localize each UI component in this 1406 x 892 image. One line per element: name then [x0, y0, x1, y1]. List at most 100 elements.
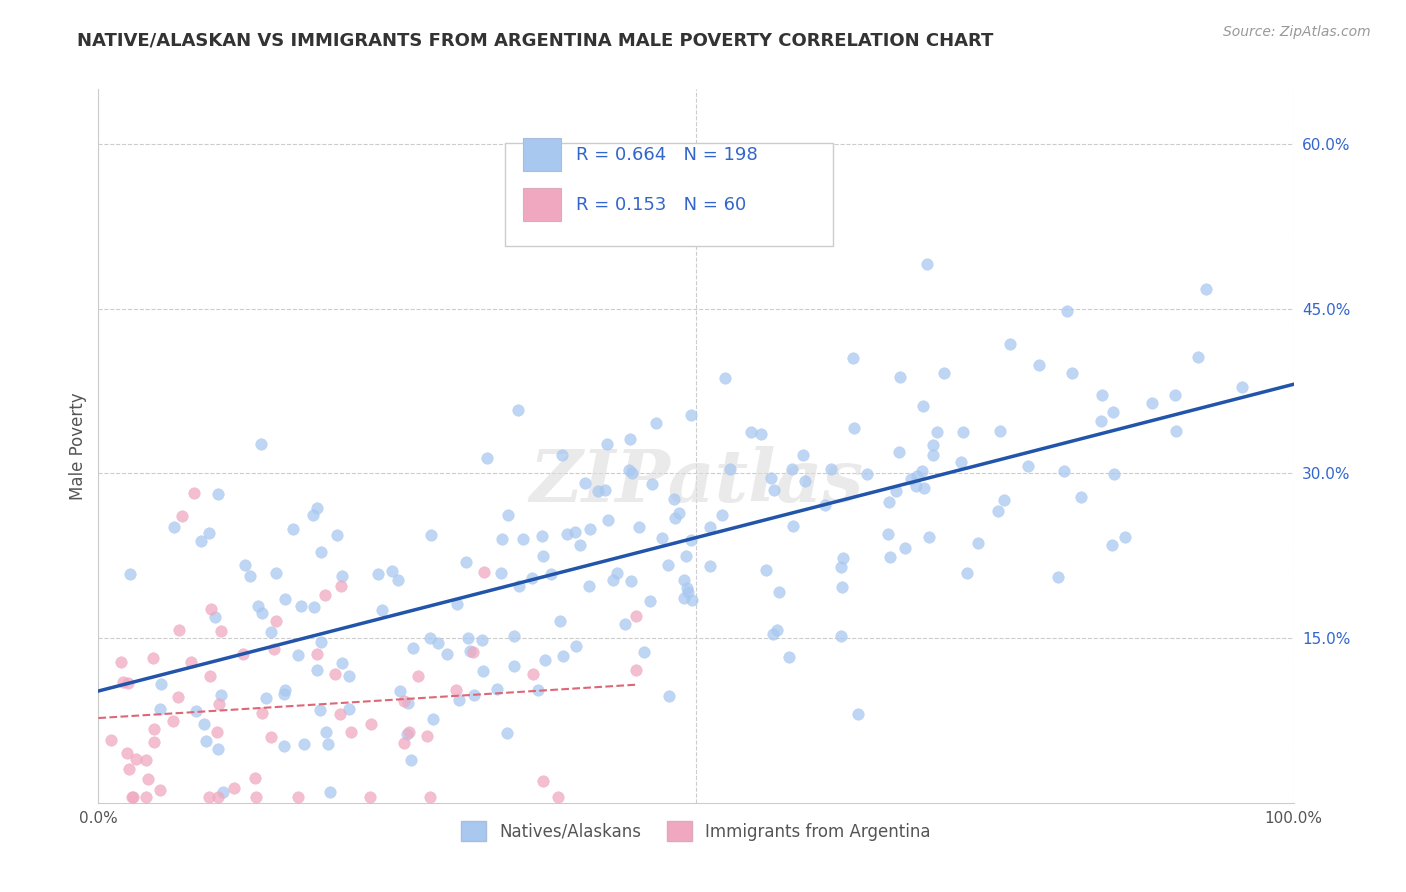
Point — [250, 706, 273, 720]
Point — [644, 417, 666, 431]
Point — [209, 688, 232, 702]
Point — [193, 717, 215, 731]
Point — [475, 450, 498, 465]
Point — [207, 790, 229, 805]
Point — [311, 635, 333, 649]
Point — [1047, 569, 1070, 583]
Point — [668, 506, 690, 520]
Point — [782, 518, 804, 533]
Point — [841, 351, 863, 365]
Point — [263, 641, 285, 656]
Point — [578, 579, 600, 593]
Point — [120, 566, 142, 581]
Point — [749, 426, 772, 441]
Point — [606, 566, 628, 580]
Point — [1114, 530, 1136, 544]
Point — [1166, 425, 1188, 439]
Point — [664, 511, 686, 525]
Point — [1062, 366, 1084, 380]
Point — [914, 481, 936, 495]
Point — [531, 549, 554, 564]
Point — [274, 591, 297, 606]
Point — [925, 425, 948, 440]
Point — [548, 614, 571, 628]
Point — [205, 724, 228, 739]
Point — [922, 449, 945, 463]
Point — [142, 723, 165, 737]
Point — [1091, 388, 1114, 402]
Point — [780, 462, 803, 476]
Point — [273, 687, 295, 701]
Point — [627, 520, 650, 534]
Point — [496, 508, 519, 522]
Point — [832, 551, 855, 566]
Point — [463, 688, 485, 702]
Text: NATIVE/ALASKAN VS IMMIGRANTS FROM ARGENTINA MALE POVERTY CORRELATION CHART: NATIVE/ALASKAN VS IMMIGRANTS FROM ARGENT… — [77, 31, 994, 49]
Point — [427, 635, 450, 649]
Point — [564, 524, 586, 539]
Point — [329, 579, 352, 593]
Point — [596, 436, 619, 450]
Point — [387, 573, 409, 587]
Point — [557, 527, 579, 541]
Point — [662, 492, 685, 507]
Point — [308, 703, 330, 717]
Point — [673, 591, 696, 605]
Point — [506, 402, 529, 417]
Point — [922, 438, 945, 452]
Point — [718, 461, 741, 475]
Point — [198, 790, 221, 805]
Point — [956, 566, 979, 580]
Point — [904, 478, 927, 492]
Point — [249, 436, 271, 450]
Point — [254, 690, 277, 705]
Point — [184, 704, 207, 718]
Point — [163, 520, 186, 534]
Point — [496, 726, 519, 740]
Point — [329, 706, 352, 721]
Point — [305, 663, 328, 677]
Point — [454, 555, 477, 569]
Point — [675, 581, 697, 595]
Text: Source: ZipAtlas.com: Source: ZipAtlas.com — [1223, 25, 1371, 39]
Point — [339, 669, 361, 683]
Point — [115, 746, 138, 760]
Point — [243, 771, 266, 785]
Point — [551, 449, 574, 463]
Point — [531, 774, 554, 789]
Point — [398, 725, 420, 739]
Point — [762, 483, 785, 497]
Point — [143, 735, 166, 749]
Point — [502, 629, 524, 643]
Point — [830, 629, 852, 643]
Point — [699, 519, 721, 533]
Point — [330, 569, 353, 583]
Point — [602, 574, 624, 588]
Point — [260, 730, 283, 744]
Point — [264, 566, 287, 580]
Point — [626, 663, 648, 677]
Point — [1102, 404, 1125, 418]
Point — [290, 599, 312, 614]
Bar — [523, 138, 561, 171]
Point — [209, 624, 232, 638]
Point — [250, 607, 273, 621]
Point — [681, 592, 703, 607]
Point — [472, 565, 495, 579]
Point — [531, 528, 554, 542]
Point — [339, 725, 361, 739]
Point — [200, 602, 222, 616]
FancyBboxPatch shape — [505, 143, 834, 246]
Point — [172, 509, 194, 524]
Point — [302, 508, 325, 523]
Point — [491, 566, 513, 581]
Point — [125, 752, 148, 766]
Point — [381, 565, 404, 579]
Point — [415, 729, 437, 743]
Text: R = 0.153   N = 60: R = 0.153 N = 60 — [576, 196, 747, 214]
Point — [503, 659, 526, 673]
Point — [856, 467, 879, 481]
Point — [986, 503, 1008, 517]
Point — [394, 693, 416, 707]
Point — [292, 737, 315, 751]
